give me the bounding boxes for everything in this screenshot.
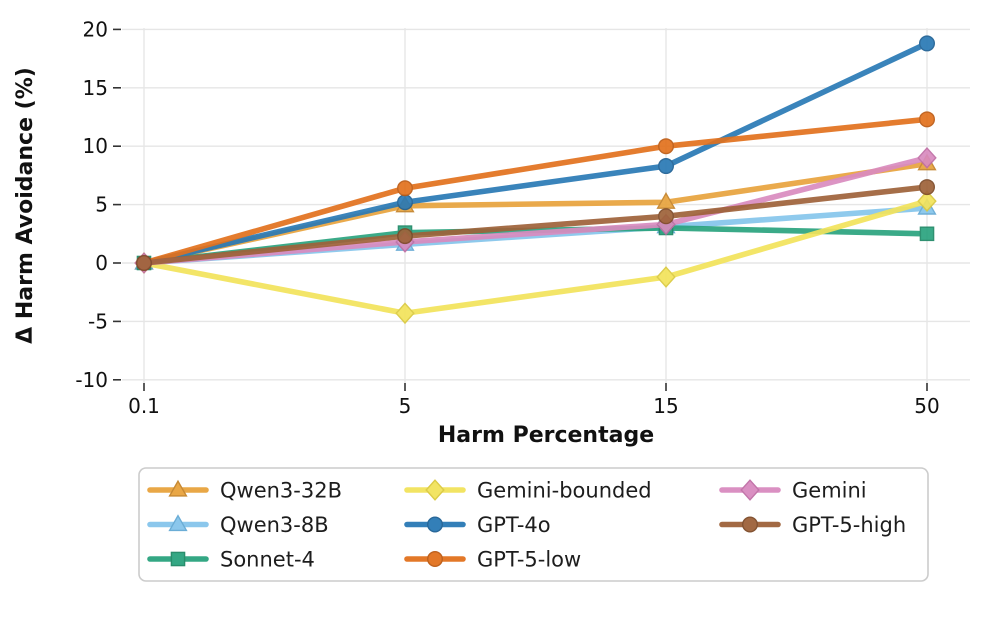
legend-item-gpt-4o: GPT-4o (404, 513, 551, 537)
legend-label: Qwen3-8B (220, 513, 329, 537)
y-tick-label: -10 (75, 368, 108, 392)
x-tick-label: 0.1 (128, 394, 160, 418)
legend-item-qwen3-32b: Qwen3-32B (147, 479, 342, 503)
diamond-marker (656, 266, 676, 288)
tick-marks (113, 28, 928, 391)
diamond-marker (425, 479, 445, 501)
y-tick-label: 0 (95, 251, 108, 275)
triangle-marker (656, 192, 676, 209)
circle-marker (427, 551, 444, 568)
y-tick-label: 20 (83, 17, 108, 41)
diamond-marker (917, 190, 937, 212)
triangle-marker (168, 479, 188, 497)
legend-label: GPT-5-high (792, 513, 906, 537)
circle-marker (919, 111, 936, 128)
circle-marker (919, 179, 936, 196)
legend-item-gpt-5-high: GPT-5-high (719, 513, 906, 537)
circle-marker (742, 516, 759, 533)
legend: Qwen3-32B Qwen3-8B Sonnet-4 Gemini-bounded G… (138, 467, 929, 582)
legend-item-gemini: Gemini (719, 479, 867, 503)
legend-item-gpt-5-low: GPT-5-low (404, 548, 581, 572)
square-marker (170, 551, 186, 567)
x-tick-label: 5 (399, 394, 412, 418)
circle-marker (427, 516, 444, 533)
circle-marker (658, 208, 675, 225)
legend-label: Qwen3-32B (220, 479, 342, 503)
diamond-marker (740, 479, 760, 501)
circle-marker (135, 254, 152, 271)
diamond-marker (395, 302, 415, 325)
x-tick-label: 50 (914, 394, 939, 418)
circle-marker (397, 194, 414, 211)
series-line-gpt-5-low (141, 116, 930, 266)
circle-marker (658, 158, 675, 175)
x-tick-label: 15 (653, 394, 678, 418)
series-line-gpt-5-high (141, 184, 930, 266)
triangle-marker (168, 514, 188, 532)
diamond-marker (917, 147, 937, 169)
legend-label: GPT-5-low (477, 548, 581, 572)
grid (122, 28, 970, 383)
circle-marker (397, 228, 414, 245)
y-tick-label: 10 (83, 134, 108, 158)
circle-marker (658, 138, 675, 155)
legend-label: Sonnet-4 (220, 548, 315, 572)
y-axis-label: Δ Harm Avoidance (%) (13, 67, 38, 344)
legend-item-sonnet-4: Sonnet-4 (147, 548, 315, 572)
series-line-gemini-bounded (141, 198, 930, 317)
circle-marker (397, 180, 414, 197)
legend-item-gemini-bounded: Gemini-bounded (404, 479, 652, 503)
series-gpt-5-high (135, 179, 936, 271)
x-axis-label: Harm Percentage (438, 423, 654, 448)
y-tick-label: 5 (95, 193, 108, 217)
legend-label: Gemini-bounded (477, 479, 652, 503)
legend-box (138, 467, 929, 582)
y-tick-label: -5 (88, 309, 108, 333)
series-line-gemini (141, 155, 930, 266)
series-line-gpt-4o (141, 40, 930, 266)
circle-marker (919, 35, 936, 52)
legend-item-qwen3-8b: Qwen3-8B (147, 513, 329, 537)
legend-label: Gemini (792, 479, 867, 503)
legend-label: GPT-4o (477, 513, 551, 537)
y-tick-label: 15 (83, 76, 108, 100)
square-marker (919, 226, 935, 242)
